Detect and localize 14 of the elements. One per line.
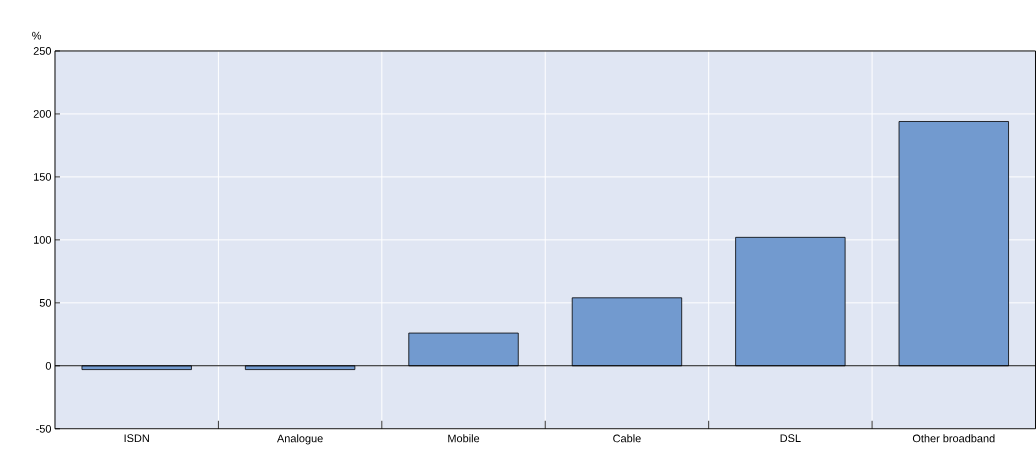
x-tick-label: Analogue bbox=[276, 434, 323, 445]
x-tick-label: Cable bbox=[613, 434, 641, 443]
y-tick-label: 150 bbox=[34, 173, 52, 181]
y-tick-label: 200 bbox=[33, 110, 52, 118]
x-tick-label: DSL bbox=[780, 434, 801, 443]
y-tick-label: 250 bbox=[33, 47, 52, 55]
x-tick-label: ISDN bbox=[124, 434, 149, 443]
y-tick-label: 100 bbox=[34, 236, 52, 244]
y-tick-label: -50 bbox=[36, 425, 52, 433]
y-axis-title: % bbox=[32, 31, 42, 40]
y-tick-label: 0 bbox=[45, 362, 52, 370]
x-tick-label: Other broadband bbox=[912, 434, 995, 443]
x-tick-label: Mobile bbox=[448, 434, 480, 443]
y-tick-label: 50 bbox=[39, 299, 52, 307]
